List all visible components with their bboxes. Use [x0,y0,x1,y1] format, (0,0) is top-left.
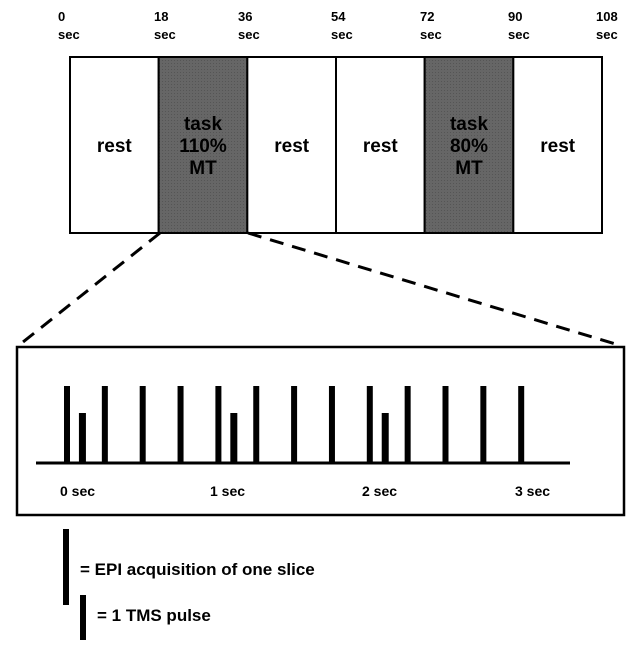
tick-value: 54 [331,9,346,24]
epi-slice-bar [518,386,525,463]
zoom-axis-label: 2 sec [362,483,397,499]
epi-slice-bar [101,386,108,463]
epi-slice-bar [291,386,298,463]
zoom-axis-label: 3 sec [515,483,550,499]
epi-slice-bar [253,386,260,463]
legend-epi-bar [63,529,69,605]
tick-value: 18 [154,9,168,24]
tick-unit: sec [238,27,260,42]
tick-unit: sec [154,27,176,42]
task-block-label: task [184,114,222,135]
rest-block-label: rest [540,136,576,157]
tick-value: 90 [508,9,522,24]
legend-tms-bar [80,595,86,640]
task-block-label: task [450,114,488,135]
epi-slice-bar [328,386,335,463]
rest-block-label: rest [97,136,133,157]
tms-pulse-bar [78,413,86,463]
tick-value: 108 [596,9,618,24]
rest-block-label: rest [363,136,399,157]
task-block-label: MT [189,158,217,179]
rest-block [69,56,160,234]
zoom-line-right [247,231,623,348]
tick-unit: sec [420,27,442,42]
tick-unit: sec [596,27,618,42]
zoom-timeline-marks [64,386,525,463]
task-block-label: 80% [450,136,488,157]
legend-tms-label: = 1 TMS pulse [97,606,211,625]
zoom-axis-label: 0 sec [60,483,95,499]
zoom-axis-labels: 0 sec 1 sec 2 sec 3 sec [60,483,550,499]
epi-slice-bar [64,386,70,463]
tick-value: 36 [238,9,252,24]
tick-unit: sec [331,27,353,42]
tick-unit: sec [508,27,530,42]
tms-pulse-bar [230,413,238,463]
rest-block-label: rest [274,136,310,157]
epi-slice-bar [366,386,373,463]
tick-value: 0 [58,9,65,24]
epi-slice-bar [139,386,146,463]
tick-unit: sec [58,27,80,42]
time-tick-labels: 0 sec 18 sec 36 sec 54 sec 72 sec 90 sec 108 sec [58,9,618,42]
tick-value: 72 [420,9,434,24]
rest-block [246,56,337,234]
epi-slice-bar [480,386,487,463]
epi-slice-bar [442,386,449,463]
tms-pulse-bar [381,413,389,463]
zoom-axis-label: 1 sec [210,483,245,499]
legend-epi-label: = EPI acquisition of one slice [80,560,315,579]
zoom-line-left [17,231,161,348]
epi-slice-bar [177,386,184,463]
task-block-label: MT [455,158,483,179]
task-block [423,56,515,234]
task-block [157,56,249,234]
epi-slice-bar [404,386,411,463]
rest-block [512,56,603,234]
epi-slice-bar [215,386,222,463]
task-block-label: 110% [179,136,227,157]
